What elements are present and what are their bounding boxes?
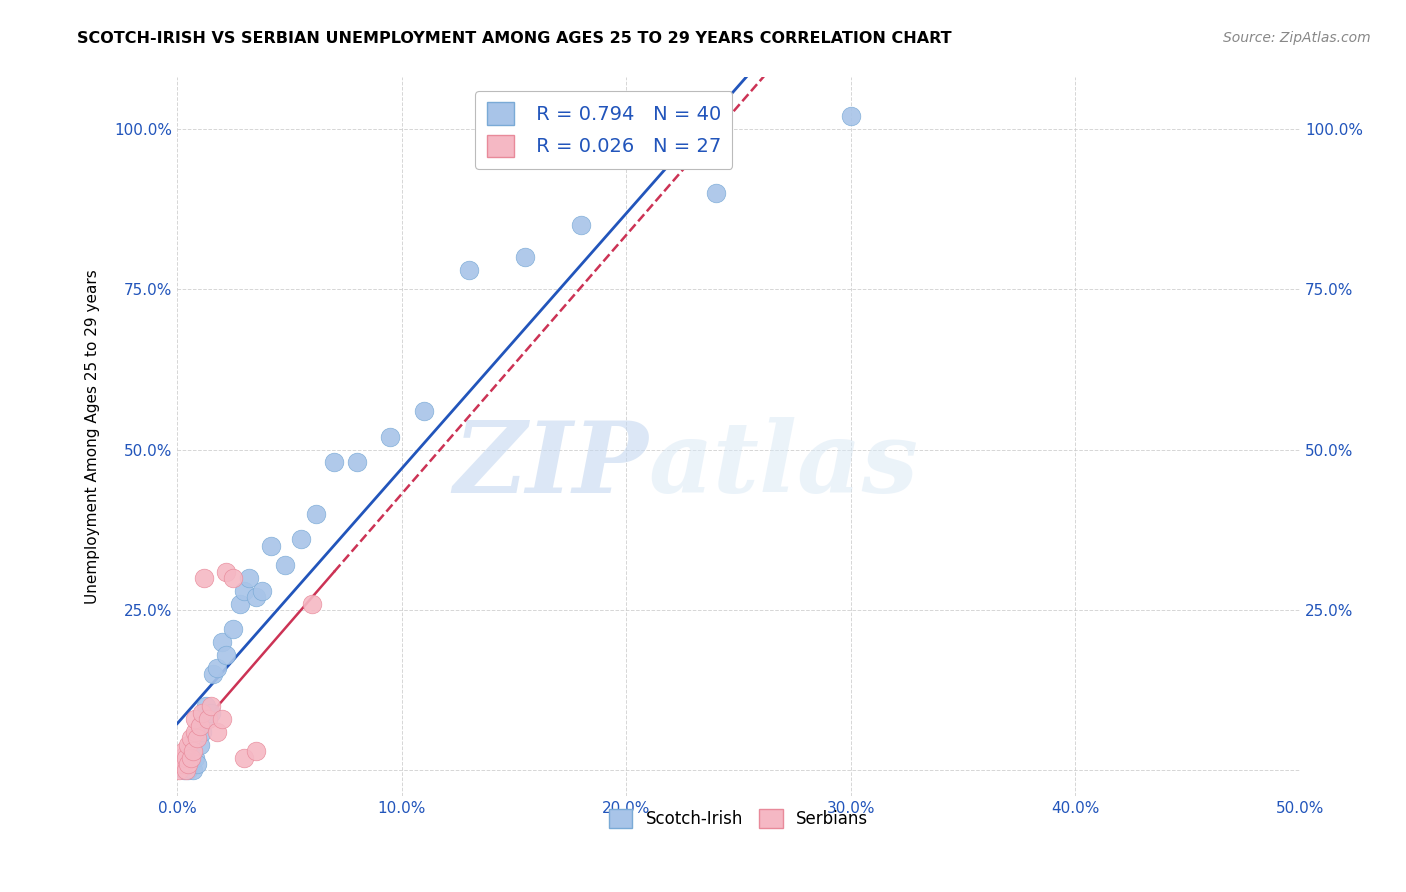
- Point: [229, 597, 252, 611]
- Point: [190, 706, 212, 720]
- Y-axis label: Unemployment Among Ages 25 to 29 years: Unemployment Among Ages 25 to 29 years: [86, 269, 100, 604]
- Point: [180, 731, 202, 746]
- Point: [177, 764, 200, 778]
- Point: [184, 725, 207, 739]
- Point: [233, 750, 256, 764]
- Point: [186, 757, 208, 772]
- Point: [211, 712, 233, 726]
- Point: [188, 738, 211, 752]
- Point: [193, 571, 215, 585]
- Point: [201, 667, 224, 681]
- Point: [180, 744, 202, 758]
- Point: [305, 507, 328, 521]
- Point: [195, 699, 218, 714]
- Point: [184, 750, 207, 764]
- Point: [173, 764, 195, 778]
- Text: SCOTCH-IRISH VS SERBIAN UNEMPLOYMENT AMONG AGES 25 TO 29 YEARS CORRELATION CHART: SCOTCH-IRISH VS SERBIAN UNEMPLOYMENT AMO…: [77, 31, 952, 46]
- Point: [413, 404, 436, 418]
- Point: [173, 744, 195, 758]
- Point: [323, 455, 346, 469]
- Point: [222, 622, 245, 636]
- Point: [252, 583, 274, 598]
- Text: atlas: atlas: [648, 417, 918, 514]
- Point: [200, 706, 222, 720]
- Point: [188, 718, 211, 732]
- Point: [181, 764, 204, 778]
- Point: [177, 738, 200, 752]
- Point: [197, 712, 219, 726]
- Point: [193, 712, 215, 726]
- Point: [174, 764, 197, 778]
- Point: [181, 744, 204, 758]
- Text: Source: ZipAtlas.com: Source: ZipAtlas.com: [1223, 31, 1371, 45]
- Point: [245, 590, 267, 604]
- Point: [180, 757, 202, 772]
- Point: [174, 757, 197, 772]
- Point: [207, 725, 229, 739]
- Point: [222, 571, 245, 585]
- Point: [290, 533, 312, 547]
- Point: [346, 455, 368, 469]
- Point: [233, 583, 256, 598]
- Point: [207, 661, 229, 675]
- Point: [174, 750, 197, 764]
- Point: [170, 750, 193, 764]
- Point: [184, 712, 207, 726]
- Point: [188, 718, 211, 732]
- Point: [170, 757, 193, 772]
- Point: [245, 744, 267, 758]
- Point: [238, 571, 260, 585]
- Point: [211, 635, 233, 649]
- Point: [515, 250, 537, 264]
- Point: [200, 699, 222, 714]
- Point: [180, 750, 202, 764]
- Point: [170, 757, 193, 772]
- Point: [215, 565, 238, 579]
- Point: [186, 731, 208, 746]
- Point: [215, 648, 238, 662]
- Point: [169, 764, 191, 778]
- Point: [177, 757, 200, 772]
- Text: ZIP: ZIP: [454, 417, 648, 514]
- Point: [704, 186, 727, 200]
- Point: [274, 558, 297, 573]
- Point: [458, 263, 481, 277]
- Point: [569, 218, 592, 232]
- Point: [839, 109, 862, 123]
- Legend: Scotch-Irish, Serbians: Scotch-Irish, Serbians: [602, 802, 875, 835]
- Point: [177, 750, 200, 764]
- Point: [173, 757, 195, 772]
- Point: [301, 597, 323, 611]
- Point: [190, 725, 212, 739]
- Point: [260, 539, 283, 553]
- Point: [184, 731, 207, 746]
- Point: [380, 430, 402, 444]
